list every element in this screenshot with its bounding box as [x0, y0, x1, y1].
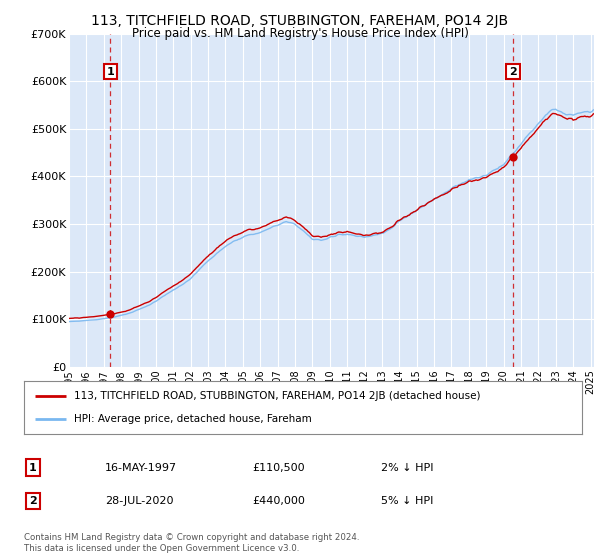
Text: £440,000: £440,000	[252, 496, 305, 506]
Text: 113, TITCHFIELD ROAD, STUBBINGTON, FAREHAM, PO14 2JB (detached house): 113, TITCHFIELD ROAD, STUBBINGTON, FAREH…	[74, 391, 481, 401]
Text: HPI: Average price, detached house, Fareham: HPI: Average price, detached house, Fare…	[74, 414, 312, 424]
Text: 5% ↓ HPI: 5% ↓ HPI	[381, 496, 433, 506]
Text: Contains HM Land Registry data © Crown copyright and database right 2024.
This d: Contains HM Land Registry data © Crown c…	[24, 533, 359, 553]
Text: 113, TITCHFIELD ROAD, STUBBINGTON, FAREHAM, PO14 2JB: 113, TITCHFIELD ROAD, STUBBINGTON, FAREH…	[91, 14, 509, 28]
Text: 1: 1	[106, 67, 114, 77]
Text: 1: 1	[29, 463, 37, 473]
Text: 2: 2	[509, 67, 517, 77]
Text: 16-MAY-1997: 16-MAY-1997	[105, 463, 177, 473]
Text: Price paid vs. HM Land Registry's House Price Index (HPI): Price paid vs. HM Land Registry's House …	[131, 27, 469, 40]
Text: 28-JUL-2020: 28-JUL-2020	[105, 496, 173, 506]
Text: £110,500: £110,500	[252, 463, 305, 473]
Text: 2: 2	[29, 496, 37, 506]
Text: 2% ↓ HPI: 2% ↓ HPI	[381, 463, 433, 473]
